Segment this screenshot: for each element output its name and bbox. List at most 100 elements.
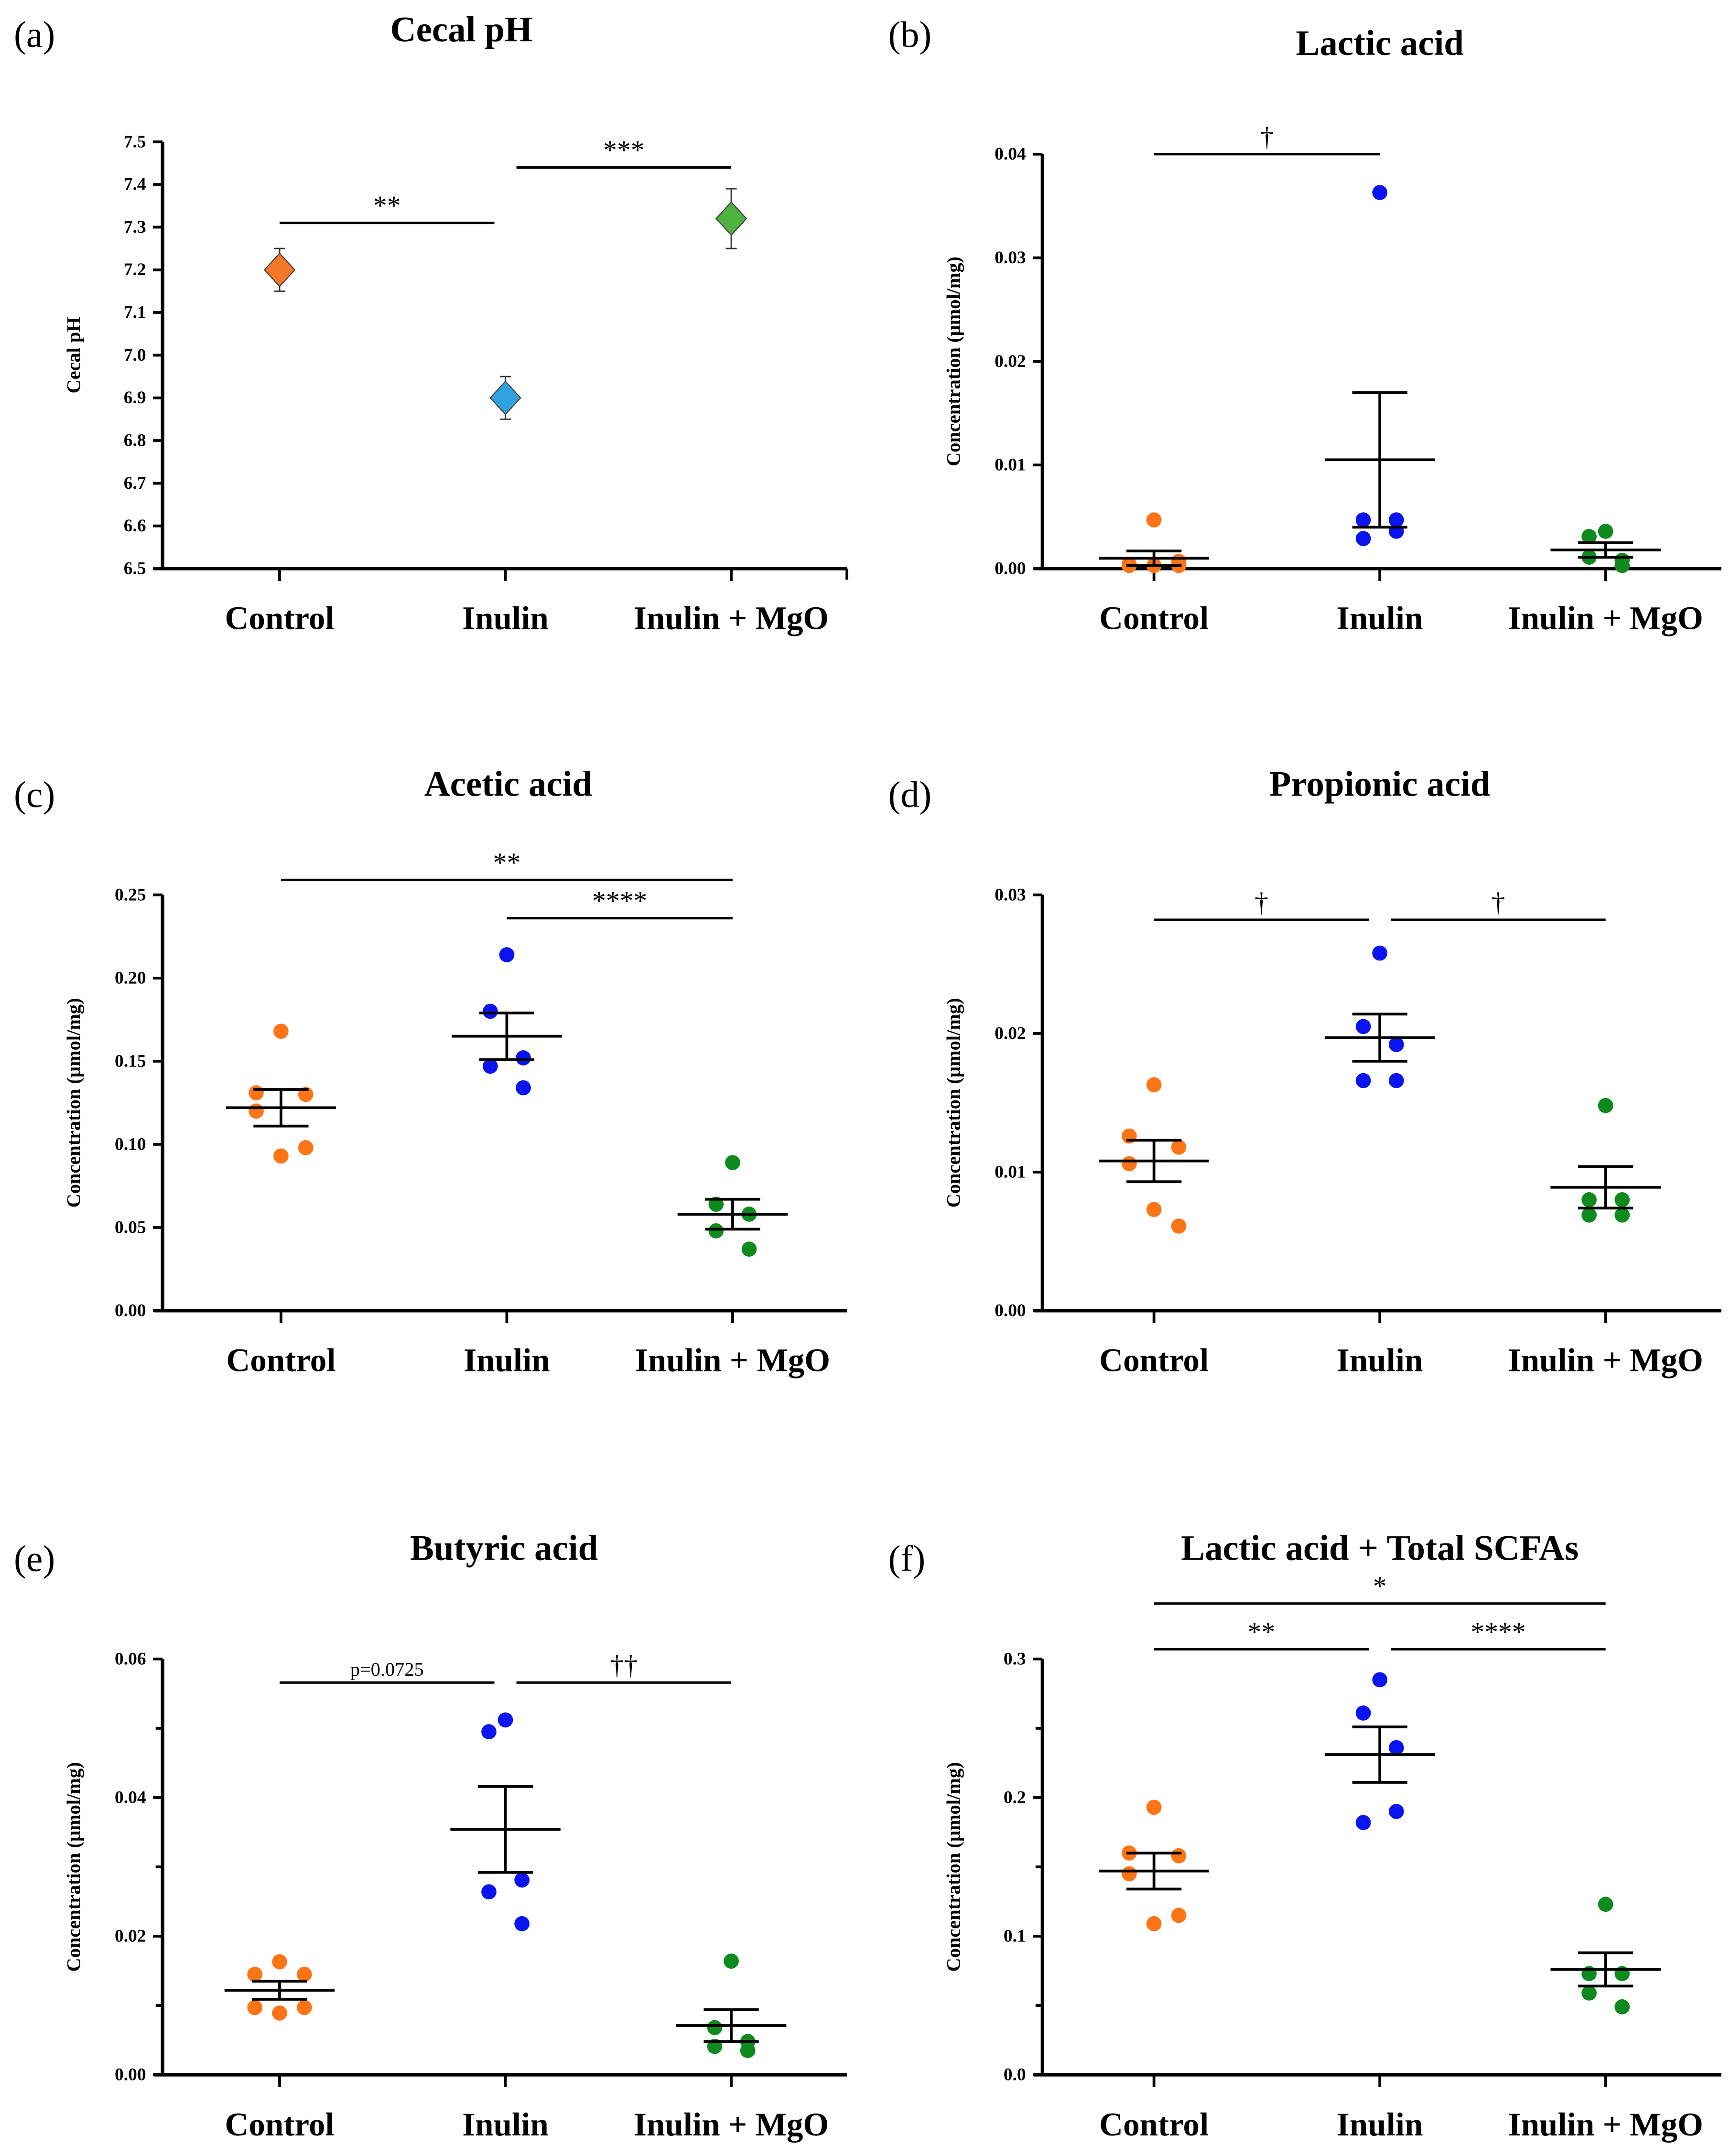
data-point bbox=[1146, 512, 1162, 528]
data-point bbox=[483, 1003, 498, 1019]
significance-label: p=0.0725 bbox=[350, 1659, 424, 1680]
panel-label: (c) bbox=[14, 774, 55, 815]
mean-marker bbox=[715, 201, 747, 236]
x-tick-label: Inulin bbox=[464, 1342, 550, 1379]
data-point bbox=[1372, 185, 1387, 200]
series-inulin bbox=[489, 376, 521, 420]
y-tick-label: 7.4 bbox=[124, 175, 146, 194]
y-tick-label: 0.00 bbox=[995, 1301, 1026, 1320]
x-tick-label: Inulin bbox=[1337, 2106, 1423, 2143]
y-tick-label: 7.3 bbox=[124, 217, 146, 237]
y-tick-label: 0.2 bbox=[1004, 1788, 1026, 1807]
data-point bbox=[1388, 1037, 1404, 1052]
data-point bbox=[1355, 1815, 1371, 1830]
x-tick-label: Inulin + MgO bbox=[1508, 1342, 1703, 1379]
chart-title: Lactic acid + Total SCFAs bbox=[1181, 1528, 1579, 1568]
y-axis-label: Concentration (µmol/mg) bbox=[942, 1762, 964, 1972]
panel-e: (e) Butyric acid 0.00 0.02 0.04 0.06 Concentra… bbox=[14, 1528, 847, 2143]
data-point bbox=[298, 1140, 314, 1155]
x-tick-label: Control bbox=[1099, 2106, 1209, 2143]
significance-label: *** bbox=[603, 135, 644, 165]
data-point bbox=[516, 1050, 531, 1066]
y-tick-label: 0.00 bbox=[115, 2065, 146, 2085]
data-point bbox=[1581, 1207, 1597, 1223]
x-tick-label: Control bbox=[225, 2106, 334, 2143]
data-point bbox=[1614, 552, 1630, 568]
series-inulin bbox=[1324, 1672, 1435, 1830]
data-point bbox=[1598, 1897, 1613, 1912]
y-tick-label: 0.0 bbox=[1004, 2065, 1026, 2085]
panel-f: (f) Lactic acid + Total SCFAs 0.0 0.1 0.2 0.3… bbox=[888, 1528, 1721, 2143]
series-inulin bbox=[1324, 185, 1435, 546]
y-tick-label: 0.00 bbox=[995, 559, 1026, 578]
y-tick-label: 7.5 bbox=[124, 132, 146, 151]
y-tick-label: 0.03 bbox=[995, 885, 1026, 905]
data-point bbox=[1598, 524, 1613, 539]
series-inulin-mgo bbox=[676, 1953, 787, 2059]
data-point bbox=[1355, 1073, 1371, 1089]
y-tick-label: 0.01 bbox=[995, 455, 1026, 475]
significance-label: ** bbox=[373, 191, 401, 221]
data-point bbox=[1614, 1192, 1630, 1207]
data-point bbox=[247, 1966, 263, 1982]
series-inulin-mgo bbox=[1550, 1897, 1661, 2015]
data-point bbox=[725, 1155, 740, 1171]
data-point bbox=[1146, 1800, 1162, 1815]
y-tick-label: 0.06 bbox=[115, 1649, 146, 1669]
x-tick-label: Inulin bbox=[462, 600, 549, 636]
data-point bbox=[516, 1080, 531, 1096]
data-point bbox=[498, 1712, 513, 1728]
data-point bbox=[1372, 1672, 1387, 1688]
significance-label: **** bbox=[1471, 1617, 1525, 1647]
panel-b: (b) Lactic acid 0.00 0.01 0.02 0.03 0.04 Concen… bbox=[888, 14, 1721, 636]
panel-label: (b) bbox=[888, 14, 932, 55]
series-control bbox=[1099, 512, 1209, 573]
data-point bbox=[1121, 1866, 1137, 1882]
chart-title: Lactic acid bbox=[1296, 23, 1464, 63]
data-point bbox=[1388, 1740, 1404, 1756]
y-tick-label: 6.9 bbox=[124, 388, 146, 408]
y-tick-label: 7.0 bbox=[124, 345, 146, 365]
data-point bbox=[514, 1872, 530, 1888]
x-tick-label: Inulin bbox=[1337, 1342, 1423, 1379]
data-point bbox=[1581, 528, 1597, 544]
data-point bbox=[272, 2005, 287, 2021]
y-tick-label: 0.02 bbox=[995, 352, 1026, 371]
series-control bbox=[224, 1954, 335, 2021]
y-tick-label: 0.02 bbox=[115, 1926, 146, 1946]
y-tick-label: 0.20 bbox=[115, 968, 146, 988]
data-point bbox=[1171, 1139, 1187, 1155]
significance-label: † bbox=[1492, 888, 1505, 918]
x-tick-label: Inulin + MgO bbox=[1508, 600, 1703, 636]
significance-label: ** bbox=[1248, 1617, 1276, 1647]
series-control bbox=[226, 1024, 336, 1164]
y-tick-label: 0.10 bbox=[115, 1134, 146, 1154]
y-axis-label: Concentration (µmol/mg) bbox=[942, 998, 964, 1207]
data-point bbox=[740, 2043, 756, 2059]
data-point bbox=[273, 1148, 289, 1164]
data-point bbox=[297, 1966, 312, 1982]
data-point bbox=[741, 1241, 757, 1257]
y-tick-label: 0.00 bbox=[115, 1301, 146, 1320]
chart-title: Propionic acid bbox=[1269, 764, 1491, 804]
x-tick-label: Inulin + MgO bbox=[634, 600, 829, 636]
x-tick-label: Inulin bbox=[462, 2106, 549, 2143]
series-inulin-mgo bbox=[677, 1155, 788, 1257]
data-point bbox=[1146, 1077, 1162, 1093]
panel-label: (f) bbox=[888, 1538, 926, 1579]
mean-marker bbox=[489, 380, 521, 415]
data-point bbox=[249, 1103, 264, 1119]
data-point bbox=[272, 1954, 287, 1970]
significance-label: †† bbox=[610, 1650, 638, 1681]
y-tick-label: 0.04 bbox=[115, 1788, 146, 1807]
panel-label: (e) bbox=[14, 1538, 55, 1579]
significance-label: * bbox=[1373, 1572, 1387, 1602]
data-point bbox=[1388, 1804, 1404, 1819]
x-tick-label: Inulin + MgO bbox=[634, 2106, 829, 2143]
chart-title: Acetic acid bbox=[424, 764, 593, 804]
y-tick-label: 6.7 bbox=[124, 474, 146, 493]
data-point bbox=[273, 1024, 289, 1039]
data-point bbox=[1355, 1705, 1371, 1721]
y-tick-label: 6.5 bbox=[124, 559, 146, 578]
series-inulin-mgo bbox=[1550, 524, 1661, 573]
